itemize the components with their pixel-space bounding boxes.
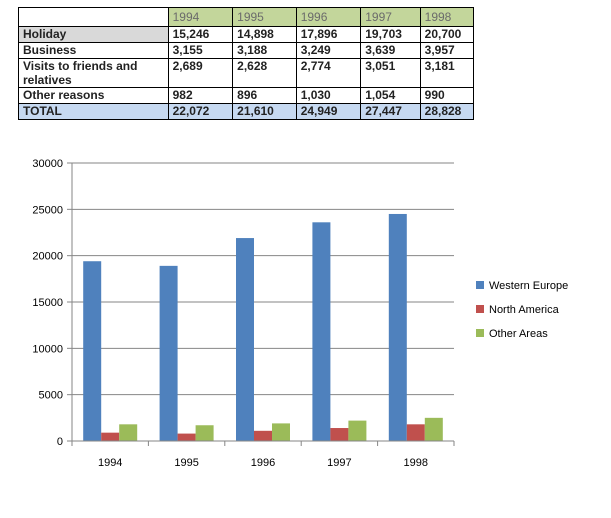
legend-label: Other Areas xyxy=(489,328,548,340)
bar-north-america xyxy=(330,428,349,441)
legend: Western Europe North America Other Areas xyxy=(476,280,568,340)
bar-north-america xyxy=(177,433,196,441)
table-row: Business 3,155 3,188 3,249 3,639 3,957 xyxy=(18,42,475,59)
row-label: TOTAL xyxy=(18,103,169,120)
axes xyxy=(71,163,454,442)
bar-north-america xyxy=(101,432,120,441)
bar-north-america xyxy=(254,430,272,441)
x-tick-label: 1994 xyxy=(98,457,122,469)
bar-western-europe xyxy=(83,261,102,441)
bar-western-europe xyxy=(312,222,331,441)
y-tick-label: 0 xyxy=(57,436,63,448)
table-row: Holiday 15,246 14,898 17,896 19,703 20,7… xyxy=(18,26,475,43)
row-label: Holiday xyxy=(18,26,169,43)
header-year: 1994 xyxy=(167,7,234,27)
y-axis-ticks: 0 5000 10000 15000 20000 25000 30000 xyxy=(32,158,72,448)
bar-other-areas xyxy=(424,417,443,441)
y-tick-label: 10000 xyxy=(32,343,63,355)
table-cell: 3,249 xyxy=(295,42,362,59)
legend-swatch xyxy=(476,329,484,337)
bar-western-europe xyxy=(159,265,178,441)
row-label: Visits to friends and relatives xyxy=(18,58,169,88)
table-cell: 20,700 xyxy=(419,26,475,43)
table-cell: 982 xyxy=(167,87,234,104)
table-cell: 17,896 xyxy=(295,26,362,43)
table-cell: 3,051 xyxy=(360,58,421,88)
table-cell: 3,188 xyxy=(232,42,297,59)
table-total-row: TOTAL 22,072 21,610 24,949 27,447 28,828 xyxy=(18,103,475,120)
table-cell: 1,030 xyxy=(295,87,362,104)
x-tick-label: 1997 xyxy=(327,457,351,469)
table-cell: 3,155 xyxy=(167,42,234,59)
table-cell: 2,628 xyxy=(232,58,297,88)
header-year: 1997 xyxy=(360,7,421,27)
table-row: Other reasons 982 896 1,030 1,054 990 xyxy=(18,87,475,104)
table-cell: 990 xyxy=(419,87,475,104)
y-tick-label: 20000 xyxy=(32,251,63,263)
header-year: 1995 xyxy=(232,7,297,27)
x-tick-label: 1998 xyxy=(404,457,428,469)
table-cell: 22,072 xyxy=(167,103,234,120)
header-year: 1996 xyxy=(295,7,362,27)
table-cell: 27,447 xyxy=(360,103,421,120)
table-cell: 1,054 xyxy=(360,87,421,104)
header-year: 1998 xyxy=(419,7,475,27)
bar-other-areas xyxy=(195,425,214,441)
table-cell: 19,703 xyxy=(360,26,421,43)
table-cell: 2,774 xyxy=(295,58,362,88)
bar-north-america xyxy=(406,424,425,441)
table-cell: 896 xyxy=(232,87,297,104)
x-tick-label: 1996 xyxy=(251,457,275,469)
bar-other-areas xyxy=(348,420,367,441)
y-tick-label: 25000 xyxy=(32,204,63,216)
y-tick-label: 30000 xyxy=(32,158,63,170)
table-cell: 24,949 xyxy=(295,103,362,120)
y-tick-label: 15000 xyxy=(32,297,63,309)
x-tick-label: 1995 xyxy=(174,457,198,469)
legend-label: Western Europe xyxy=(489,280,568,292)
data-table: 1994 1995 1996 1997 1998 Holiday 15,246 … xyxy=(18,7,475,120)
x-axis-ticks: 1994 1995 1996 1997 1998 xyxy=(71,441,455,469)
table-cell: 3,639 xyxy=(360,42,421,59)
bar-other-areas xyxy=(119,424,138,441)
row-label: Business xyxy=(18,42,169,59)
bar-other-areas xyxy=(272,423,290,441)
legend-label: North America xyxy=(489,304,560,316)
table-cell: 14,898 xyxy=(232,26,297,43)
table-cell: 2,689 xyxy=(167,58,234,88)
legend-swatch xyxy=(476,305,484,313)
bar-western-europe xyxy=(236,238,254,441)
table-cell: 15,246 xyxy=(167,26,234,43)
table-header-row: 1994 1995 1996 1997 1998 xyxy=(18,7,475,27)
table-row: Visits to friends and relatives 2,689 2,… xyxy=(18,58,475,88)
table-cell: 3,181 xyxy=(419,58,475,88)
bar-western-europe xyxy=(388,213,407,441)
y-tick-label: 5000 xyxy=(39,390,63,402)
bars xyxy=(83,213,443,441)
row-label: Other reasons xyxy=(18,87,169,104)
header-blank-cell xyxy=(18,7,169,27)
table-cell: 21,610 xyxy=(232,103,297,120)
table-cell: 28,828 xyxy=(419,103,475,120)
legend-swatch xyxy=(476,281,484,289)
table-cell: 3,957 xyxy=(419,42,475,59)
